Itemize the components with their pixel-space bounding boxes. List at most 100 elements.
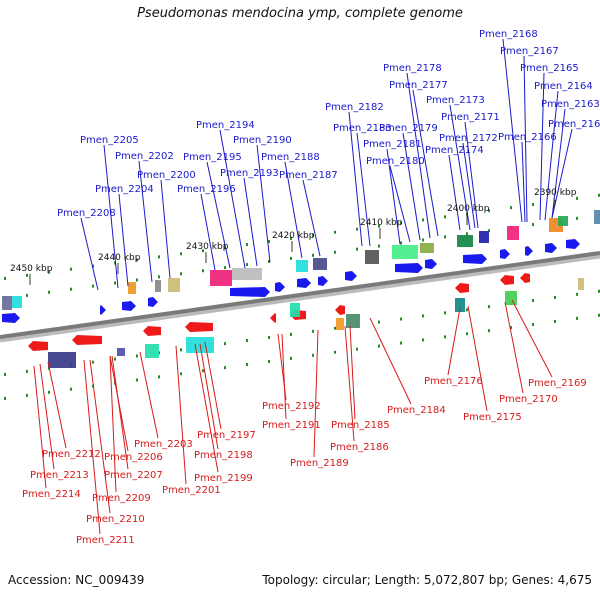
- domain-block: [168, 278, 180, 292]
- domain-block: [313, 258, 327, 270]
- forward-gene-arrow: [2, 313, 20, 323]
- forward-gene-label: Pmen_2180: [366, 156, 425, 167]
- track-dot: [400, 241, 402, 245]
- forward-leader-line: [539, 72, 545, 221]
- track-dot: [356, 347, 358, 351]
- track-dot: [246, 363, 248, 367]
- track-dot: [180, 272, 182, 276]
- track-dot: [334, 250, 336, 254]
- track-dot: [334, 230, 336, 234]
- reverse-gene-label: Pmen_2206: [104, 452, 163, 463]
- domain-block: [12, 296, 22, 308]
- forward-gene-arrow: [425, 259, 437, 269]
- forward-gene-label: Pmen_2202: [115, 151, 174, 162]
- track-dot: [312, 253, 314, 257]
- reverse-gene-label: Pmen_2197: [197, 430, 256, 441]
- track-dot: [246, 263, 248, 267]
- track-dot: [598, 313, 600, 317]
- forward-gene-arrow: [566, 239, 580, 249]
- reverse-gene-label: Pmen_2176: [424, 376, 483, 387]
- forward-gene-label: Pmen_2183: [333, 123, 392, 134]
- forward-leader-line: [206, 161, 231, 269]
- track-dot: [180, 252, 182, 256]
- accession-text: Accession: NC_009439: [8, 573, 145, 587]
- track-dot: [598, 193, 600, 197]
- forward-leader-line: [448, 154, 461, 231]
- forward-gene-arrow: [148, 297, 158, 307]
- track-dot: [158, 275, 160, 279]
- track-dot: [378, 244, 380, 248]
- track-dot: [224, 366, 226, 370]
- forward-gene-arrow: [297, 278, 311, 288]
- reverse-gene-label: Pmen_2203: [134, 439, 193, 450]
- track-dot: [180, 372, 182, 376]
- track-dot: [554, 319, 556, 323]
- forward-gene-label: Pmen_2190: [233, 135, 292, 146]
- track-dot: [290, 256, 292, 260]
- track-dot: [224, 266, 226, 270]
- track-dot: [444, 235, 446, 239]
- track-dot: [180, 348, 182, 352]
- forward-gene-label: Pmen_2173: [426, 95, 485, 106]
- track-dot: [356, 247, 358, 251]
- track-dot: [158, 375, 160, 379]
- domain-block: [505, 291, 517, 305]
- reverse-gene-arrow: [72, 335, 102, 345]
- reverse-leader-line: [89, 359, 111, 514]
- backbone-shadow: [0, 253, 600, 343]
- track-dot: [136, 354, 138, 358]
- reverse-gene-arrow: [28, 341, 48, 351]
- track-dot: [334, 350, 336, 354]
- forward-gene-label: Pmen_2167: [500, 46, 559, 57]
- ruler-label: 2410 kbp: [360, 218, 403, 228]
- reverse-gene-label: Pmen_2212: [42, 449, 101, 460]
- map-title: Pseudomonas mendocina ymp, complete geno…: [137, 6, 463, 21]
- track-dot: [510, 326, 512, 330]
- track-dot: [26, 393, 28, 397]
- domain-block: [578, 278, 584, 290]
- track-dot: [576, 216, 578, 220]
- reverse-leader-line: [139, 351, 159, 439]
- forward-gene-arrow: [500, 249, 510, 259]
- forward-gene-label: Pmen_2187: [279, 170, 338, 181]
- track-dot: [422, 314, 424, 318]
- ruler-label: 2440 kbp: [98, 253, 141, 263]
- domain-block: [296, 260, 308, 272]
- domain-block: [455, 298, 465, 312]
- reverse-gene-arrow: [335, 305, 345, 315]
- forward-gene-label: Pmen_2168: [479, 29, 538, 40]
- ruler-label: 2420 kbp: [272, 231, 315, 241]
- track-dot: [48, 270, 50, 274]
- leader-layer: [33, 38, 573, 535]
- reverse-gene-label: Pmen_2169: [528, 378, 587, 389]
- track-dot: [378, 320, 380, 324]
- forward-leader-line: [521, 141, 526, 223]
- forward-leader-line: [356, 132, 371, 247]
- forward-gene-label: Pmen_2188: [261, 152, 320, 163]
- forward-gene-arrow: [345, 271, 357, 281]
- track-dot: [444, 215, 446, 219]
- track-dot: [576, 196, 578, 200]
- track-dot: [422, 238, 424, 242]
- reverse-gene-label: Pmen_2170: [499, 394, 558, 405]
- forward-gene-label: Pmen_2193: [220, 168, 279, 179]
- track-dot: [114, 261, 116, 265]
- track-dot: [554, 199, 556, 203]
- domain-block: [210, 270, 232, 286]
- track-dot: [334, 326, 336, 330]
- forward-gene-label: Pmen_2174: [425, 145, 484, 156]
- reverse-gene-arrow: [455, 283, 469, 293]
- track-dot: [4, 372, 6, 376]
- ruler-label: 2450 kbp: [10, 264, 53, 274]
- track-dot: [532, 223, 534, 227]
- track-dot: [268, 335, 270, 339]
- track-dot: [202, 269, 204, 273]
- track-dot: [290, 356, 292, 360]
- reverse-gene-label: Pmen_2184: [387, 405, 446, 416]
- forward-gene-label: Pmen_2196: [177, 184, 236, 195]
- domain-block: [155, 280, 161, 292]
- track-dot: [488, 305, 490, 309]
- reverse-leader-line: [204, 341, 222, 430]
- forward-leader-line: [389, 165, 411, 243]
